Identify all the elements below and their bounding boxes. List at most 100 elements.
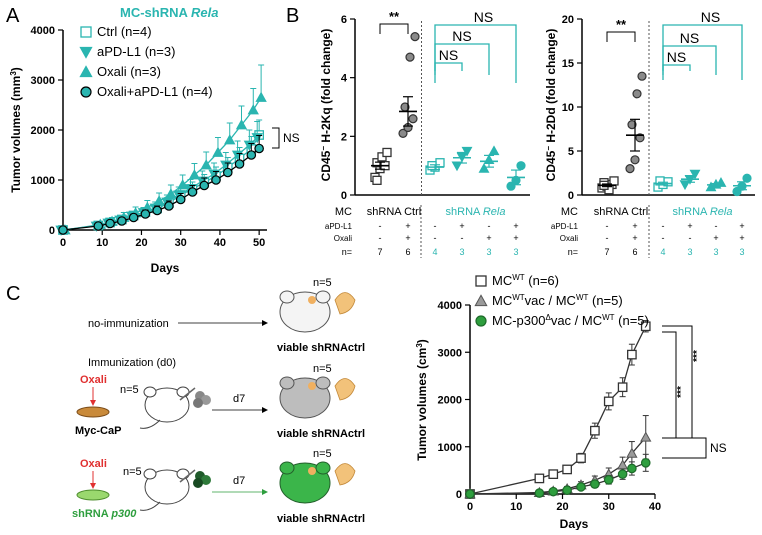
panel-b-left-table-apdl1-cell: - [379,221,382,231]
panel-b-left-point [382,147,392,158]
mouse-icon-immunized-green [139,468,211,511]
panel-a-chart: MC-shRNA Rela Tumor volumes (mm3) Days 0… [9,5,300,275]
panel-b-right-table-apdl1-cell: - [715,221,718,231]
panel-b-left-ns-bracket [434,62,463,71]
panel-b-left-ns-label: NS [439,47,458,63]
panel-b-left-table-apdl1-cell: - [488,221,491,231]
panel-b-left-table-row-label: MC [335,206,352,218]
panel-b-left-table-shrna-ctrl: shRNA Ctrl [367,206,421,218]
panel-a-point [224,134,236,145]
panel-a-point [153,195,165,206]
panel-b-left-table-n-cell: 6 [405,247,410,257]
panel-a-y-tick-label: 4000 [31,25,55,37]
panel-a-y-tick-label: 3000 [31,75,55,87]
panel-a-point [105,218,115,229]
panel-a-legend-label: aPD-L1 (n=3) [97,44,175,59]
panel-a-point [222,167,233,178]
panel-c-xlabel: Days [560,517,589,530]
panel-c-y-tick-label: 0 [456,489,462,501]
d7-label-2: d7 [233,475,245,487]
panel-a-series-line [62,147,260,231]
panel-c-point [576,482,586,492]
panel-b-left-ns-bracket [434,43,490,75]
panel-b-right-ns-label: NS [680,30,699,46]
myc-cap-label: Myc-CaP [75,425,121,437]
viable-label-1: viable shRNActrl [277,342,365,354]
panel-c-point [534,473,545,484]
panel-b-right-ns-bracket [662,64,691,71]
panel-b-left-y-tick-label: 4 [341,73,348,85]
panel-b-right-star-label: ** [616,17,627,32]
panel-a-legend-marker [80,26,92,38]
panel-c-point [603,475,614,485]
panel-b-left-table-oxali-cell: + [405,233,410,243]
panel-a-point [234,159,245,169]
panel-c-point [603,396,614,407]
panel-b-right-table-oxali-cell: + [713,233,718,243]
panel-a-point [188,169,201,180]
viable-label-2: viable shRNActrl [277,428,365,440]
panel-a-point [187,187,198,197]
panel-a-point [235,119,248,130]
panel-b-left-table-shrna-rela: shRNA Rela [446,206,506,218]
panel-c-bracket-ns [662,437,707,459]
panel-b-right-point [742,173,752,183]
no-immunization-label: no-immunization [88,318,169,330]
panel-a-point [255,91,267,102]
panel-b-right-y-tick-label: 5 [568,146,574,158]
panel-a-point [176,179,189,190]
panel-a-x-tick-label: 20 [135,237,147,249]
panel-b-right-star-bracket [606,31,636,42]
panel-b-left-y-tick-label: 2 [341,131,347,143]
panel-c-point [640,321,651,332]
panel-b-right-table-oxali-cell: - [662,233,665,243]
panel-a-legend-label: Ctrl (n=4) [97,24,152,39]
panel-c-x-tick-label: 40 [649,501,661,513]
panel-b-right-table-shrna-ctrl: shRNA Ctrl [594,206,648,218]
panel-c-point [627,463,637,474]
panel-b-left-table-oxali-cell: + [486,233,491,243]
panel-b-right-table-row-label: aPD-L1 [551,222,579,231]
panel-c-point [465,489,475,499]
panel-b-right-table-apdl1-cell: - [606,221,609,231]
panel-b-right-y-tick-label: 15 [562,58,574,70]
mouse-icon-viable-green: n=5 [279,448,356,504]
panel-c-legend-marker [475,275,487,287]
panel-c-bracket-inner [662,331,677,438]
mouse-icon-viable-gray: n=5 [279,363,356,419]
panel-b-left-point [478,162,490,173]
panel-b-left-table-oxali-cell: - [434,233,437,243]
panel-a-y-tick-label: 2000 [31,125,55,137]
panel-letter-a: A [6,5,20,27]
panel-b-left-table-apdl1-cell: + [459,221,464,231]
panel-c-series-line [469,462,646,495]
panel-b-left-table-n-cell: 3 [513,247,518,257]
panel-b-right-y-tick-label: 20 [562,14,574,26]
panel-c-point [627,349,637,360]
panel-a-x-tick-label: 0 [60,237,66,249]
panel-a-ylabel: Tumor volumes (mm3) [9,67,23,193]
panel-c-point [576,453,586,463]
panel-b-left-point [516,161,526,171]
panel-b-left-table-oxali-cell: + [513,233,518,243]
panel-b-right-table-apdl1-cell: - [662,221,665,231]
panel-b-left-ns-label: NS [452,28,471,44]
panel-a-series-line [62,134,260,231]
panel-b-right-table-n-cell: 3 [687,247,692,257]
panel-b-right-point [632,89,642,99]
panel-a-point [152,205,162,216]
panel-a-x-tick-label: 10 [96,237,108,249]
panel-c-x-tick-label: 20 [556,501,568,513]
panel-b-left-table-row-label: n= [342,247,352,257]
panel-b-left-point [410,31,420,42]
panel-b-left-table-oxali-cell: - [379,233,382,243]
panel-b-left-table-n-cell: 7 [377,247,382,257]
panel-a-x-tick-label: 30 [175,237,187,249]
n5-viable-2: n=5 [313,363,332,375]
panel-c-legend-marker [474,294,488,307]
panel-c-point [590,479,600,489]
panel-a-point [200,159,212,170]
dish-icon-1 [76,406,110,418]
panel-a-series-line [60,137,258,231]
